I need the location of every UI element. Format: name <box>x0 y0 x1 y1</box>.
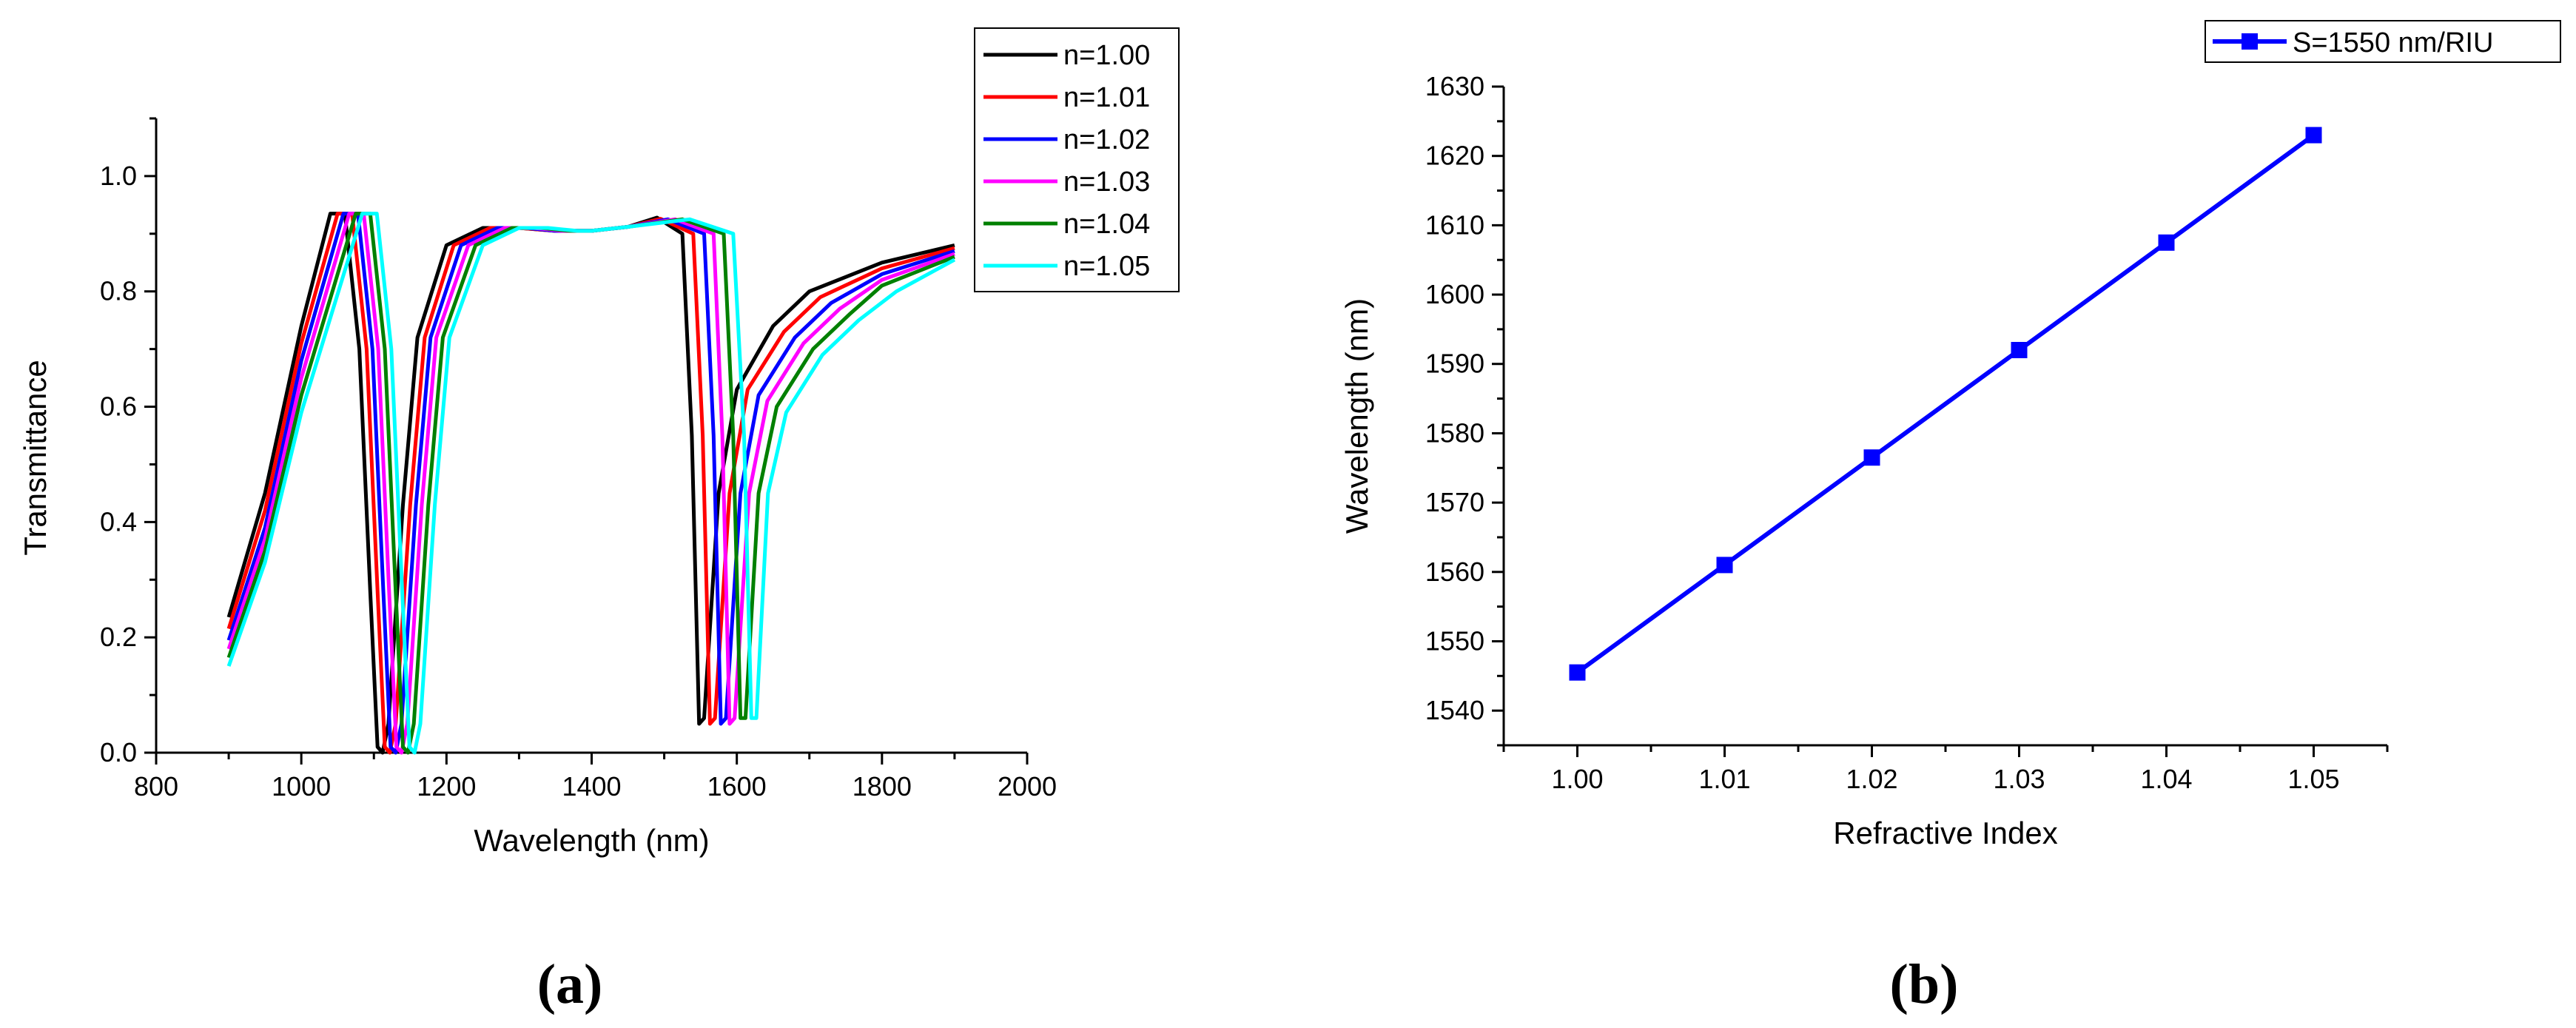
y-tick-label: 0.4 <box>100 506 137 537</box>
x-tick-label: 1.01 <box>1698 764 1750 794</box>
y-tick-label: 0.2 <box>100 622 137 652</box>
y-tick-label: 1550 <box>1425 625 1484 656</box>
data-point-marker <box>2011 342 2028 358</box>
x-tick-label: 1.00 <box>1551 764 1603 794</box>
data-point-marker <box>1716 557 1733 574</box>
y-tick-label: 1540 <box>1425 695 1484 725</box>
y-tick-label: 1630 <box>1425 71 1484 101</box>
data-point-marker <box>1569 664 1586 681</box>
y-tick-label: 1.0 <box>100 161 137 191</box>
x-tick-label: 800 <box>134 771 178 802</box>
y-tick-label: 1560 <box>1425 557 1484 587</box>
x-tick-label: 1800 <box>852 771 912 802</box>
x-tick-label: 1.05 <box>2287 764 2339 794</box>
y-tick-label: 1590 <box>1425 349 1484 379</box>
legend-entry: n=1.03 <box>1063 167 1150 198</box>
x-axis-title: Wavelength (nm) <box>474 823 709 858</box>
series-line-n=1.05 <box>226 212 956 755</box>
x-tick-label: 1200 <box>417 771 476 802</box>
x-tick-label: 1.02 <box>1846 764 1897 794</box>
legend-entry: n=1.00 <box>1063 40 1150 71</box>
y-tick-label: 1570 <box>1425 487 1484 517</box>
y-tick-label: 0.0 <box>100 737 137 767</box>
chart-panel-a: 800 1000 1200 1400 1600 1800 2000 0.0 0.2 0.4 0.6 0… <box>18 27 1180 1015</box>
legend-box <box>974 27 1180 292</box>
y-tick-label: 1610 <box>1425 209 1484 240</box>
x-tick-label: 1.03 <box>1993 764 2045 794</box>
data-point-marker <box>2305 127 2322 144</box>
x-tick-label: 2000 <box>998 771 1057 802</box>
chart-panel-b: 1.00 1.01 1.02 1.03 1.04 1.05 1540 1550 1560 1570… <box>1339 20 2561 1015</box>
legend-entry: n=1.02 <box>1063 124 1150 155</box>
y-axis-title: Transmittance <box>18 360 53 556</box>
legend-entry: n=1.04 <box>1063 209 1150 240</box>
panel-label-b: (b) <box>1890 953 1959 1015</box>
legend-marker <box>2242 33 2258 50</box>
panel-label-a: (a) <box>537 953 603 1015</box>
legend-entry: n=1.01 <box>1063 82 1150 113</box>
x-tick-label: 1.04 <box>2140 764 2192 794</box>
y-tick-label: 1580 <box>1425 417 1484 448</box>
series-line <box>1575 133 2316 675</box>
y-tick-label: 0.6 <box>100 392 137 422</box>
x-tick-label: 1000 <box>272 771 331 802</box>
legend-entry: n=1.05 <box>1063 251 1150 282</box>
y-tick-label: 1600 <box>1425 279 1484 309</box>
data-point-marker <box>1863 449 1880 466</box>
x-axis-title: Refractive Index <box>1833 816 2057 850</box>
y-tick-label: 1620 <box>1425 141 1484 171</box>
legend-entry: S=1550 nm/RIU <box>2293 27 2493 58</box>
data-point-marker <box>2158 234 2175 251</box>
x-tick-label: 1600 <box>707 771 767 802</box>
x-tick-label: 1400 <box>562 771 621 802</box>
y-tick-label: 0.8 <box>100 276 137 306</box>
y-axis-title: Wavelength (nm) <box>1339 298 1374 534</box>
